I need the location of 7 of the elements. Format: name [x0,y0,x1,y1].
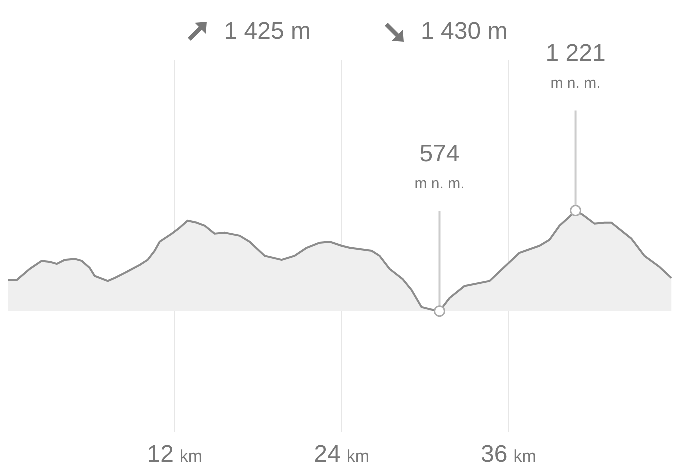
text: 1 430 m [421,18,508,46]
annotation: 574 m n. m. [414,140,465,192]
annotation: 1 221 m n. m. [546,40,606,92]
x-tick-label: 24 km [314,441,370,468]
x-tick-label: 12 km [147,441,203,468]
x-tick-label: 36 km [481,441,536,468]
text: 1 425 m [224,18,311,46]
